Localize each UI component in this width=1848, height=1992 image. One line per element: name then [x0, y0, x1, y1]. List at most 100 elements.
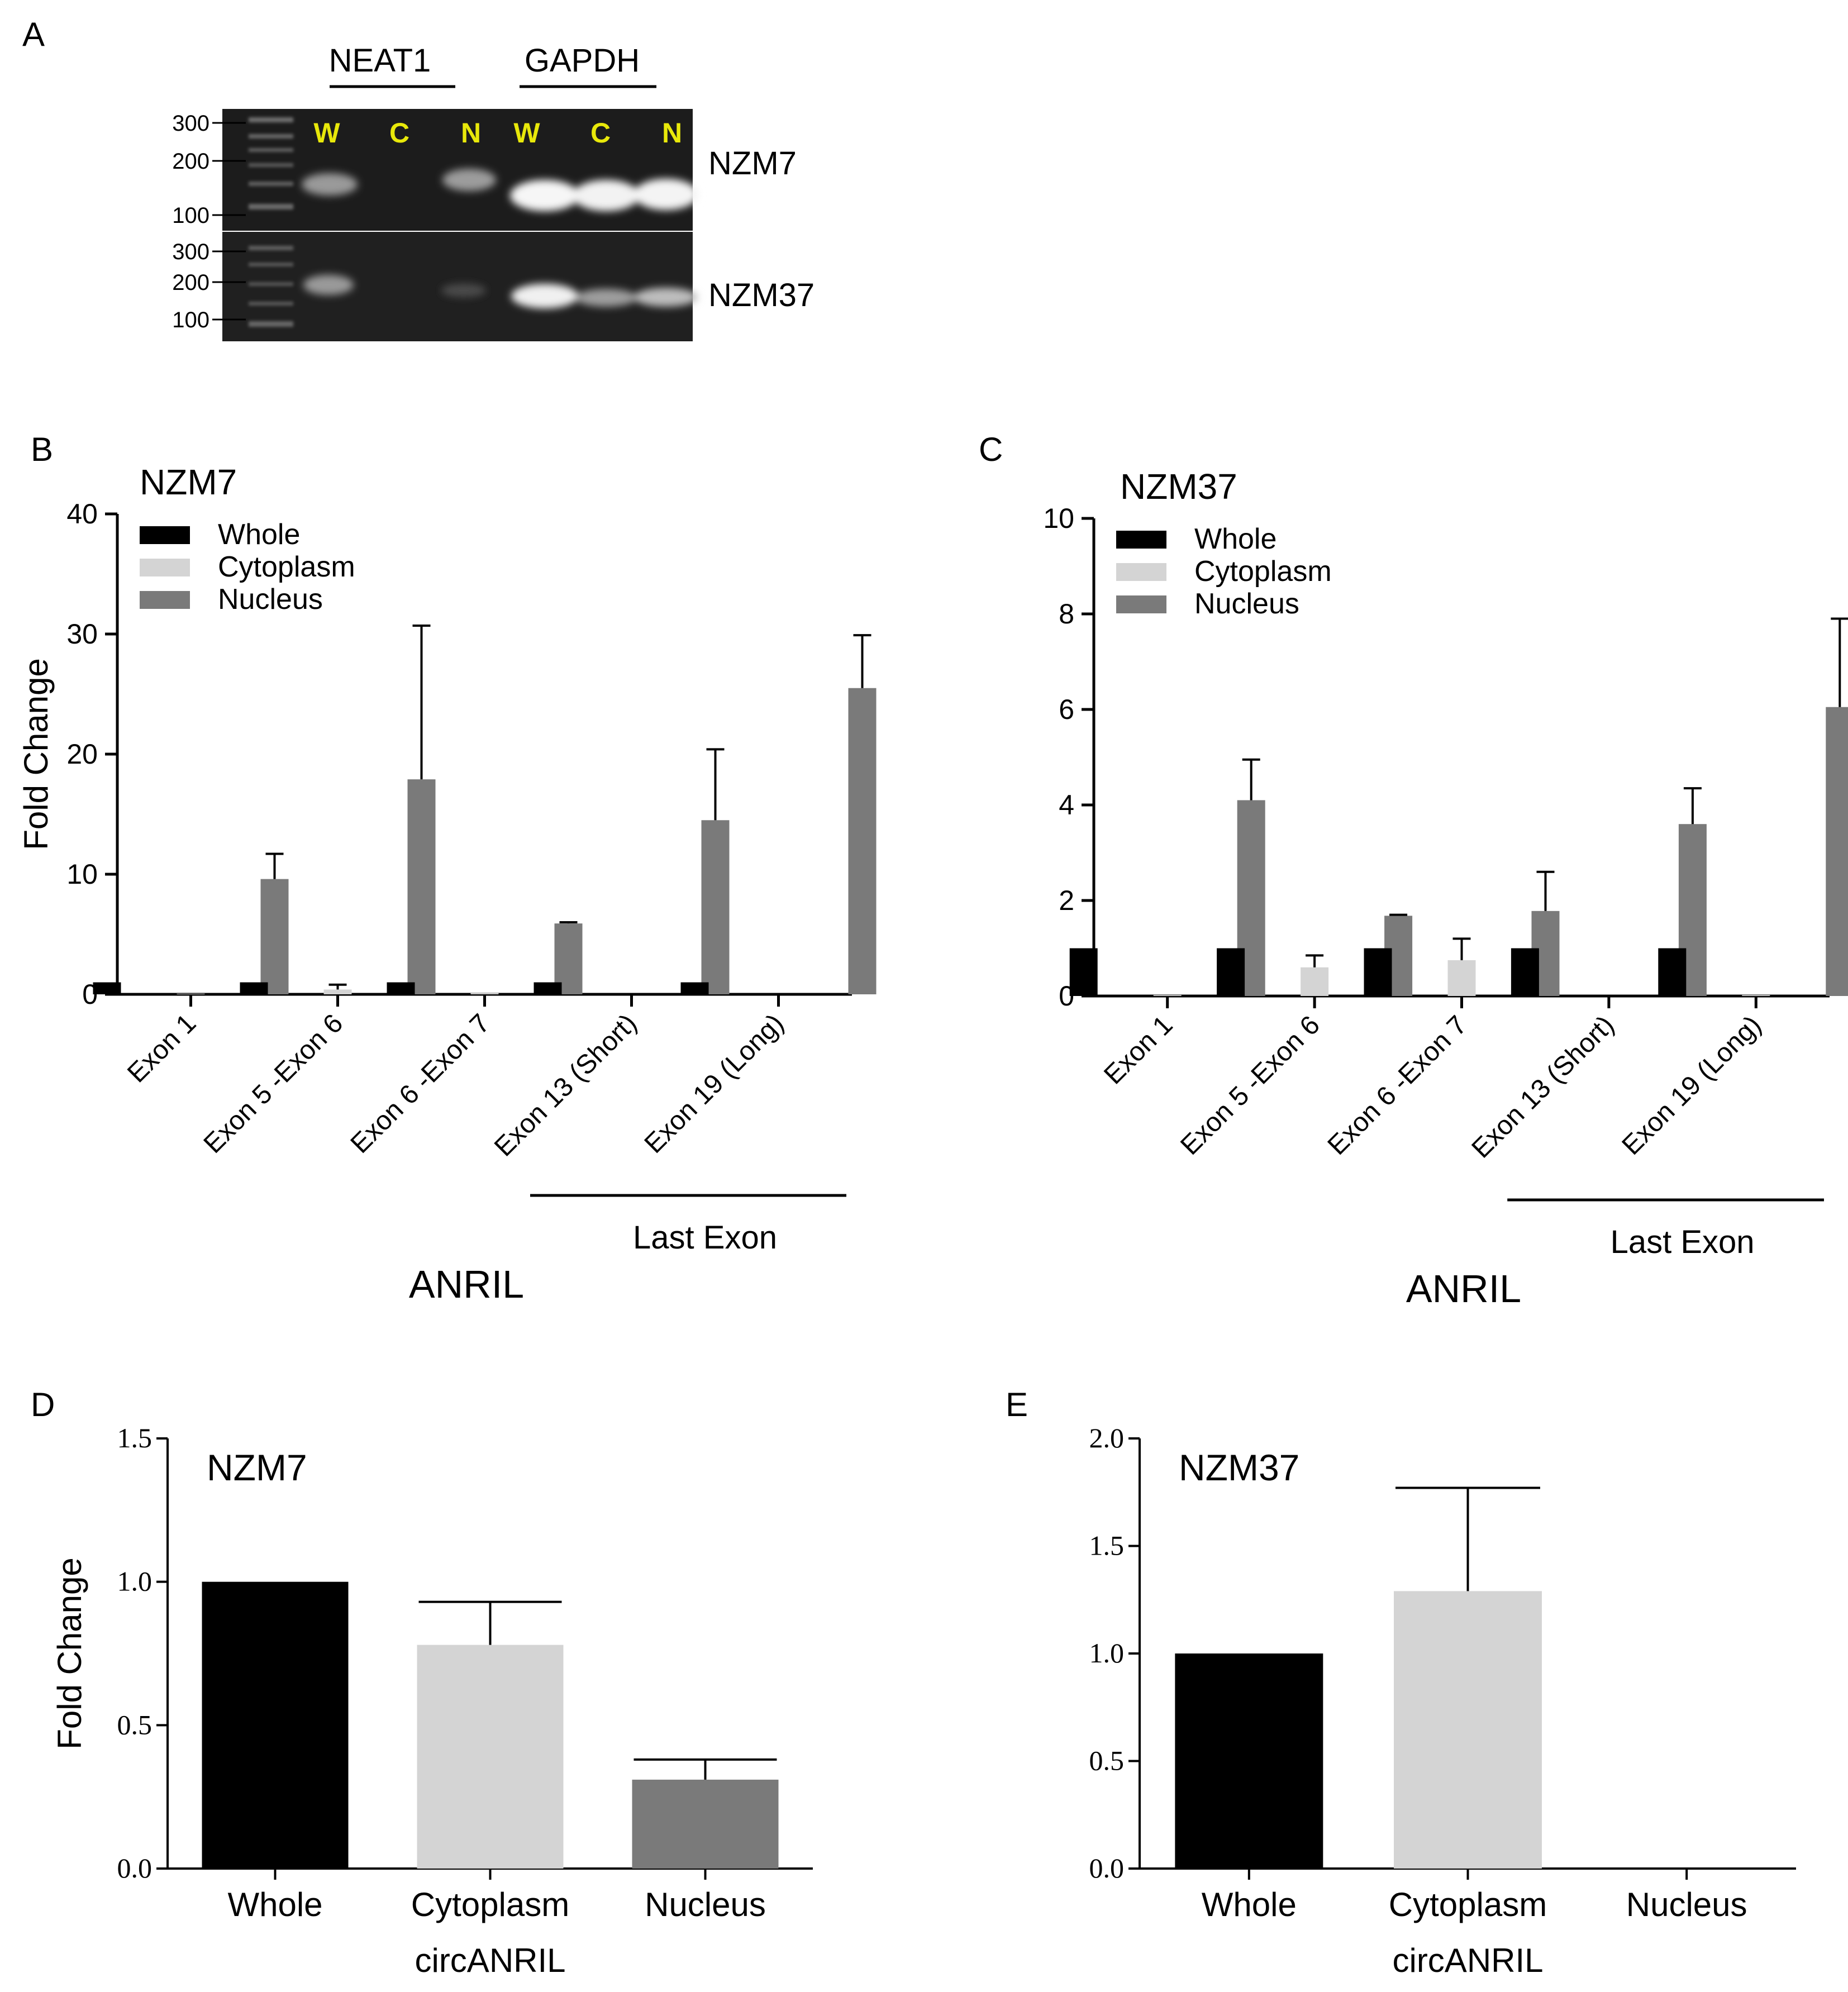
bar-whole [1658, 948, 1687, 996]
panel-a: A NEAT1 GAPDH [22, 16, 815, 341]
x-tick-label: Exon 13 (Short) [489, 1008, 642, 1162]
y-axis-label: Fold Change [17, 658, 55, 850]
gel-lane-label: C [590, 117, 611, 149]
y-tick-label: 0.0 [1089, 1852, 1125, 1884]
bar-whole [1175, 1653, 1323, 1869]
bar-whole [680, 982, 709, 994]
ladder-label: 100 [172, 203, 209, 228]
chart-title: NZM7 [207, 1447, 307, 1488]
y-tick-label: 8 [1059, 598, 1074, 630]
x-tick-label: Exon 5 -Exon 6 [1175, 1010, 1326, 1161]
legend-label-nucleus: Nucleus [1194, 588, 1299, 620]
bar-nucleus [407, 779, 436, 994]
x-tick-label: Exon 19 (Long) [1617, 1010, 1768, 1161]
chart-title: NZM37 [1120, 466, 1237, 507]
gel-bands-nzm37 [303, 275, 698, 308]
legend-label-cytoplasm: Cytoplasm [218, 551, 355, 583]
x-tick-label: Nucleus [1626, 1886, 1747, 1923]
bar-whole [1217, 948, 1245, 996]
gel-lane-label: C [389, 117, 409, 149]
bar-whole [1069, 948, 1098, 996]
chart-title: NZM7 [140, 462, 237, 502]
group-label: Last Exon [633, 1219, 777, 1256]
ladder-label: 200 [172, 270, 209, 295]
gel-lane-label: W [313, 117, 340, 149]
bar-cytoplasm [1742, 995, 1770, 996]
legend-swatch-nucleus [1116, 595, 1166, 613]
legend-swatch-nucleus [140, 591, 190, 609]
bar-cytoplasm [323, 989, 352, 994]
legend-label-nucleus: Nucleus [218, 583, 323, 616]
y-axis-label: Fold Change [51, 1557, 88, 1750]
y-tick-label: 0.5 [117, 1709, 153, 1740]
bar-whole [1511, 948, 1539, 996]
ladder-label: 100 [172, 308, 209, 332]
bar-nucleus [701, 820, 730, 994]
gel-ladder [249, 117, 293, 327]
gel-header-neat1: NEAT1 [329, 42, 431, 79]
bar-nucleus [1826, 707, 1848, 996]
bar-whole [387, 982, 415, 994]
y-tick-label: 0.5 [1089, 1745, 1125, 1776]
gel-header-gapdh: GAPDH [525, 42, 640, 79]
chart-d: NZM7 0.0 0.5 1.0 1.5 Fold Change Whole Cytoplas… [51, 1422, 813, 1979]
bar-nucleus [632, 1779, 779, 1869]
gel-row-label-nzm37: NZM37 [708, 277, 815, 313]
gel-lane-label: N [461, 117, 481, 149]
bar-cytoplasm [470, 993, 499, 994]
legend-swatch-cytoplasm [1116, 563, 1166, 581]
legend-label-cytoplasm: Cytoplasm [1194, 555, 1332, 588]
x-tick-label: Exon 5 -Exon 6 [198, 1008, 349, 1159]
y-tick-label: 1.0 [1089, 1637, 1125, 1669]
y-tick-label: 2 [1059, 885, 1074, 916]
legend-swatch-whole [1116, 531, 1166, 549]
bar-cytoplasm [1394, 1591, 1542, 1869]
y-tick-label: 4 [1059, 789, 1074, 821]
y-tick-label: 10 [66, 859, 98, 890]
gel-lane-label: W [513, 117, 540, 149]
legend-label-whole: Whole [1194, 523, 1277, 555]
bar-cytoplasm [1447, 960, 1476, 996]
ladder-label: 200 [172, 149, 209, 174]
x-tick-label: Exon 13 (Short) [1466, 1010, 1620, 1164]
bar-whole [240, 982, 268, 994]
bar-cytoplasm [1301, 967, 1329, 996]
y-tick-label: 2.0 [1089, 1422, 1125, 1454]
x-tick-label: Exon 6 -Exon 7 [345, 1008, 496, 1159]
x-tick-label: Whole [1202, 1886, 1297, 1923]
x-tick-label: Nucleus [645, 1886, 766, 1923]
bar-whole [1364, 948, 1392, 996]
gel-bands-nzm7 [302, 169, 698, 211]
bar-cytoplasm [417, 1645, 564, 1869]
panel-letter-c: C [979, 431, 1003, 468]
y-tick-label: 1.5 [1089, 1530, 1125, 1561]
bar-whole [202, 1581, 349, 1869]
y-tick-label: 10 [1043, 503, 1074, 534]
x-axis-label: circANRIL [415, 1942, 565, 1979]
bar-nucleus [260, 879, 289, 994]
ladder-label: 300 [172, 111, 209, 136]
x-tick-label: Exon 1 [1098, 1010, 1178, 1090]
panel-letter-b: B [31, 431, 53, 468]
y-tick-label: 0.0 [117, 1852, 153, 1884]
gel-ladder-markers: 300 200 100 300 200 100 [172, 111, 246, 332]
legend-label-whole: Whole [218, 518, 300, 551]
x-tick-label: Exon 6 -Exon 7 [1322, 1010, 1473, 1161]
y-tick-label: 30 [66, 618, 98, 650]
x-axis-label: circANRIL [1392, 1942, 1543, 1979]
y-tick-label: 1.5 [117, 1422, 153, 1454]
chart-e: NZM37 0.0 0.5 1.0 1.5 2.0 Whole Cytoplasm Nucleu… [1089, 1422, 1796, 1979]
chart-title: NZM37 [1179, 1447, 1299, 1488]
x-tick-label: Exon 1 [122, 1008, 202, 1088]
x-tick-label: Cytoplasm [1389, 1886, 1547, 1923]
legend-swatch-whole [140, 526, 190, 544]
gel-row-label-nzm7: NZM7 [708, 145, 797, 182]
gel-top-background [222, 109, 693, 231]
y-tick-label: 6 [1059, 694, 1074, 725]
x-tick-label: Exon 19 (Long) [639, 1008, 790, 1159]
bar-whole [93, 982, 121, 994]
